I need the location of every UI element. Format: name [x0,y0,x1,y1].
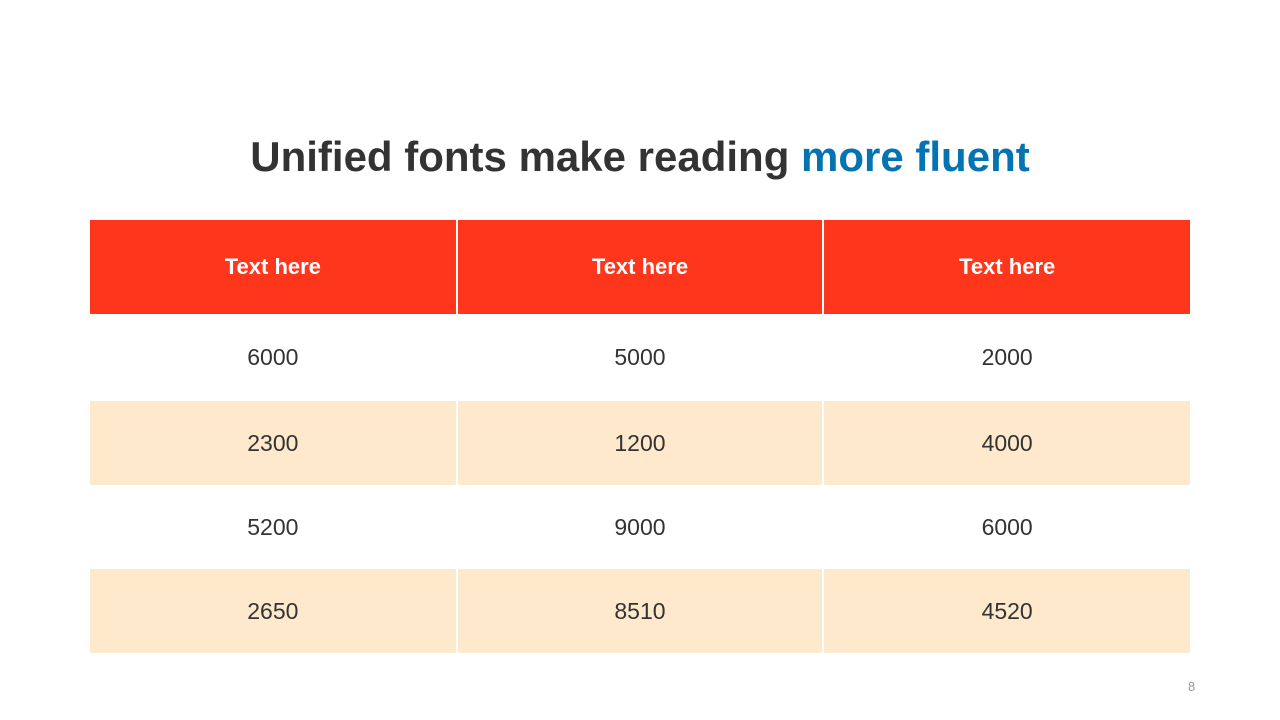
table-row: 6000 5000 2000 [90,314,1190,401]
table-cell: 5000 [455,314,824,401]
table-cell: 2000 [822,314,1190,401]
title-main: Unified fonts make reading [250,133,802,180]
table-header-row: Text here Text here Text here [90,220,1190,314]
table-cell: 1200 [455,401,824,485]
table-cell: 6000 [247,344,299,370]
table-cell: 4520 [822,569,1190,653]
table-cell: 8510 [455,569,824,653]
column-header: Text here [90,220,457,314]
table-row: 2650 8510 4520 [90,569,1190,653]
title-accent: more fluent [801,133,1030,180]
table-cell: 9000 [455,485,824,569]
table-row: 2300 1200 4000 [90,401,1190,485]
table-cell: 4000 [822,401,1190,485]
table-row: 5200 9000 6000 [90,485,1190,569]
slide-title: Unified fonts make reading more fluent [0,130,1280,184]
table-cell: 2650 [90,569,457,653]
data-table: Text here Text here Text here 6000 5000 … [90,220,1190,653]
column-header: Text here [455,220,824,314]
table-cell: 2300 [90,401,457,485]
table-cell: 6000 [822,485,1190,569]
column-header: Text here [822,220,1190,314]
page-number: 8 [1188,679,1196,694]
table-cell: 5200 [247,513,299,540]
